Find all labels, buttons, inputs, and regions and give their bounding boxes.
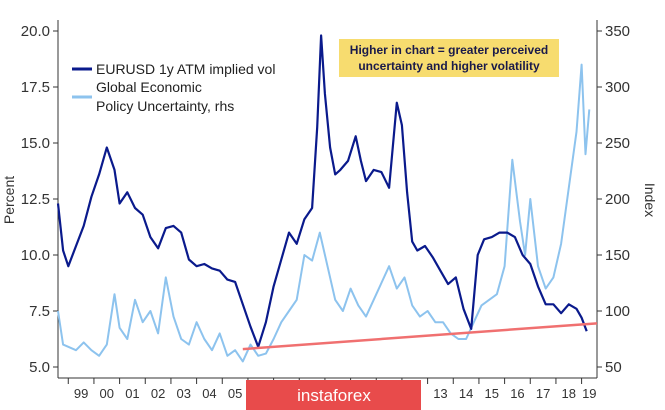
series-line-eurusd-vol bbox=[56, 34, 588, 348]
watermark-text: instaforex bbox=[297, 386, 371, 405]
y-tick-label: 12.5 bbox=[21, 191, 50, 208]
x-tick-label: 03 bbox=[177, 386, 191, 401]
y2-tick-label: 100 bbox=[605, 303, 630, 320]
y-tick-label: 15.0 bbox=[21, 135, 50, 152]
y2-tick-label: 250 bbox=[605, 135, 630, 152]
x-tick-label: 18 bbox=[562, 386, 576, 401]
right-tick-labels: 50 100 150 200 250 300 350 bbox=[597, 23, 630, 376]
legend-label-eurusd: EURUSD 1y ATM implied vol bbox=[96, 61, 275, 77]
x-tick-label: 19 bbox=[582, 386, 596, 401]
y-axis-title: Percent bbox=[1, 176, 17, 224]
y2-axis-title: Index bbox=[642, 183, 658, 217]
x-tick-label: 02 bbox=[151, 386, 165, 401]
y-tick-label: 17.5 bbox=[21, 79, 50, 96]
left-tick-labels: 5.0 7.5 10.0 12.5 15.0 17.5 20.0 bbox=[21, 23, 58, 376]
y2-tick-label: 350 bbox=[605, 23, 630, 40]
x-tick-label: 00 bbox=[100, 386, 114, 401]
x-tick-label: 04 bbox=[202, 386, 216, 401]
watermark: instaforex bbox=[246, 380, 421, 410]
x-tick-labels: 99 00 01 02 03 04 05 13 14 15 16 17 18 19 bbox=[67, 378, 597, 401]
y-tick-label: 5.0 bbox=[29, 359, 50, 376]
y-tick-label: 10.0 bbox=[21, 247, 50, 264]
note-box: Higher in chart = greater perceived unce… bbox=[339, 39, 559, 77]
x-tick-label: 17 bbox=[536, 386, 550, 401]
trend-line bbox=[242, 322, 598, 351]
y2-tick-label: 150 bbox=[605, 247, 630, 264]
note-line-2: uncertainty and higher volatility bbox=[358, 59, 540, 73]
note-line-1: Higher in chart = greater perceived bbox=[350, 43, 548, 57]
legend: EURUSD 1y ATM implied vol Global Economi… bbox=[72, 61, 275, 114]
x-tick-label: 16 bbox=[510, 386, 524, 401]
watermark-background bbox=[246, 380, 421, 410]
legend-label-policy-uncertainty-line2: Policy Uncertainty, rhs bbox=[96, 98, 234, 114]
y2-tick-label: 300 bbox=[605, 79, 630, 96]
x-tick-label: 01 bbox=[125, 386, 139, 401]
legend-label-policy-uncertainty: Global Economic bbox=[96, 79, 202, 95]
x-tick-label: 13 bbox=[433, 386, 447, 401]
y-tick-label: 20.0 bbox=[21, 23, 50, 40]
note-box-background bbox=[339, 39, 559, 77]
x-tick-label: 99 bbox=[74, 386, 88, 401]
y2-tick-label: 50 bbox=[605, 359, 622, 376]
series-line-policy-uncertainty bbox=[57, 63, 591, 363]
x-tick-label: 05 bbox=[228, 386, 242, 401]
x-tick-label: 14 bbox=[459, 386, 473, 401]
y2-tick-label: 200 bbox=[605, 191, 630, 208]
x-tick-label: 15 bbox=[485, 386, 499, 401]
y-tick-label: 7.5 bbox=[29, 303, 50, 320]
